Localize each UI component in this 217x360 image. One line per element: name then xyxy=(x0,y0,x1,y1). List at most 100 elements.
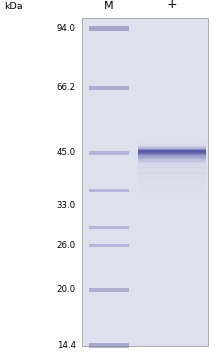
Bar xyxy=(138,156,206,157)
Bar xyxy=(138,157,206,158)
Bar xyxy=(138,194,206,195)
Bar xyxy=(138,165,206,166)
Bar xyxy=(138,175,206,176)
Bar xyxy=(138,159,206,160)
Bar xyxy=(138,193,206,194)
Bar xyxy=(138,151,206,152)
Bar xyxy=(138,153,206,154)
Bar xyxy=(138,144,206,145)
Bar xyxy=(138,152,206,153)
Bar xyxy=(138,142,206,143)
Bar xyxy=(138,149,206,150)
Bar xyxy=(138,142,206,143)
Bar xyxy=(89,151,129,155)
Bar xyxy=(138,149,206,150)
Bar xyxy=(138,159,206,160)
Bar xyxy=(89,288,129,292)
Bar xyxy=(138,150,206,151)
Bar xyxy=(138,145,206,146)
Bar xyxy=(138,151,206,152)
Bar xyxy=(138,188,206,189)
Bar xyxy=(138,159,206,160)
Bar xyxy=(138,176,206,177)
Bar xyxy=(138,201,206,203)
Bar xyxy=(138,162,206,163)
Bar xyxy=(138,184,206,186)
Bar xyxy=(138,183,206,185)
Bar xyxy=(138,153,206,154)
Bar xyxy=(138,141,206,143)
Bar xyxy=(138,162,206,163)
Bar xyxy=(138,172,206,174)
Bar xyxy=(82,18,208,346)
Bar xyxy=(138,158,206,159)
Bar xyxy=(138,163,206,164)
Bar xyxy=(138,147,206,148)
Bar xyxy=(138,182,206,184)
Bar xyxy=(138,158,206,159)
Bar xyxy=(138,199,206,201)
Text: 20.0: 20.0 xyxy=(57,285,76,294)
Bar xyxy=(138,155,206,156)
Bar xyxy=(138,148,206,149)
Text: 45.0: 45.0 xyxy=(57,148,76,157)
Bar xyxy=(138,158,206,159)
Bar xyxy=(138,160,206,162)
Bar xyxy=(138,143,206,144)
Bar xyxy=(138,164,206,165)
Bar xyxy=(138,157,206,158)
Bar xyxy=(138,155,206,156)
Bar xyxy=(138,198,206,199)
Bar xyxy=(138,148,206,149)
Bar xyxy=(89,226,129,229)
Bar xyxy=(138,154,206,155)
Bar xyxy=(138,151,206,152)
Bar xyxy=(138,185,206,187)
Bar xyxy=(138,148,206,149)
Bar xyxy=(138,147,206,148)
Bar xyxy=(138,170,206,171)
Bar xyxy=(138,152,206,153)
Bar xyxy=(138,147,206,148)
Bar xyxy=(138,144,206,145)
Bar xyxy=(138,171,206,172)
Text: 26.0: 26.0 xyxy=(57,241,76,250)
Bar xyxy=(138,165,206,166)
Bar xyxy=(138,153,206,154)
Bar xyxy=(138,150,206,151)
Bar xyxy=(138,155,206,156)
Bar xyxy=(138,154,206,155)
Bar xyxy=(138,151,206,152)
Bar xyxy=(138,153,206,154)
Bar xyxy=(138,151,206,152)
Bar xyxy=(138,179,206,181)
Bar xyxy=(138,149,206,150)
Bar xyxy=(138,151,206,152)
Bar xyxy=(138,160,206,161)
Bar xyxy=(138,204,206,205)
Bar xyxy=(138,156,206,157)
Bar xyxy=(138,148,206,149)
Bar xyxy=(138,153,206,154)
Text: 14.4: 14.4 xyxy=(57,341,76,350)
Bar xyxy=(89,26,129,31)
Bar xyxy=(138,159,206,160)
Bar xyxy=(138,145,206,146)
Bar xyxy=(138,161,206,163)
Bar xyxy=(138,161,206,162)
Bar xyxy=(138,160,206,161)
Bar xyxy=(138,164,206,165)
Bar xyxy=(138,147,206,148)
Bar xyxy=(138,145,206,146)
Bar xyxy=(138,181,206,182)
Bar xyxy=(138,149,206,150)
Bar xyxy=(138,190,206,192)
Bar xyxy=(138,160,206,161)
Bar xyxy=(138,174,206,175)
Bar xyxy=(138,158,206,159)
Bar xyxy=(138,189,206,191)
Bar xyxy=(138,147,206,148)
Bar xyxy=(138,140,206,141)
Bar xyxy=(138,195,206,197)
Bar xyxy=(138,166,206,167)
